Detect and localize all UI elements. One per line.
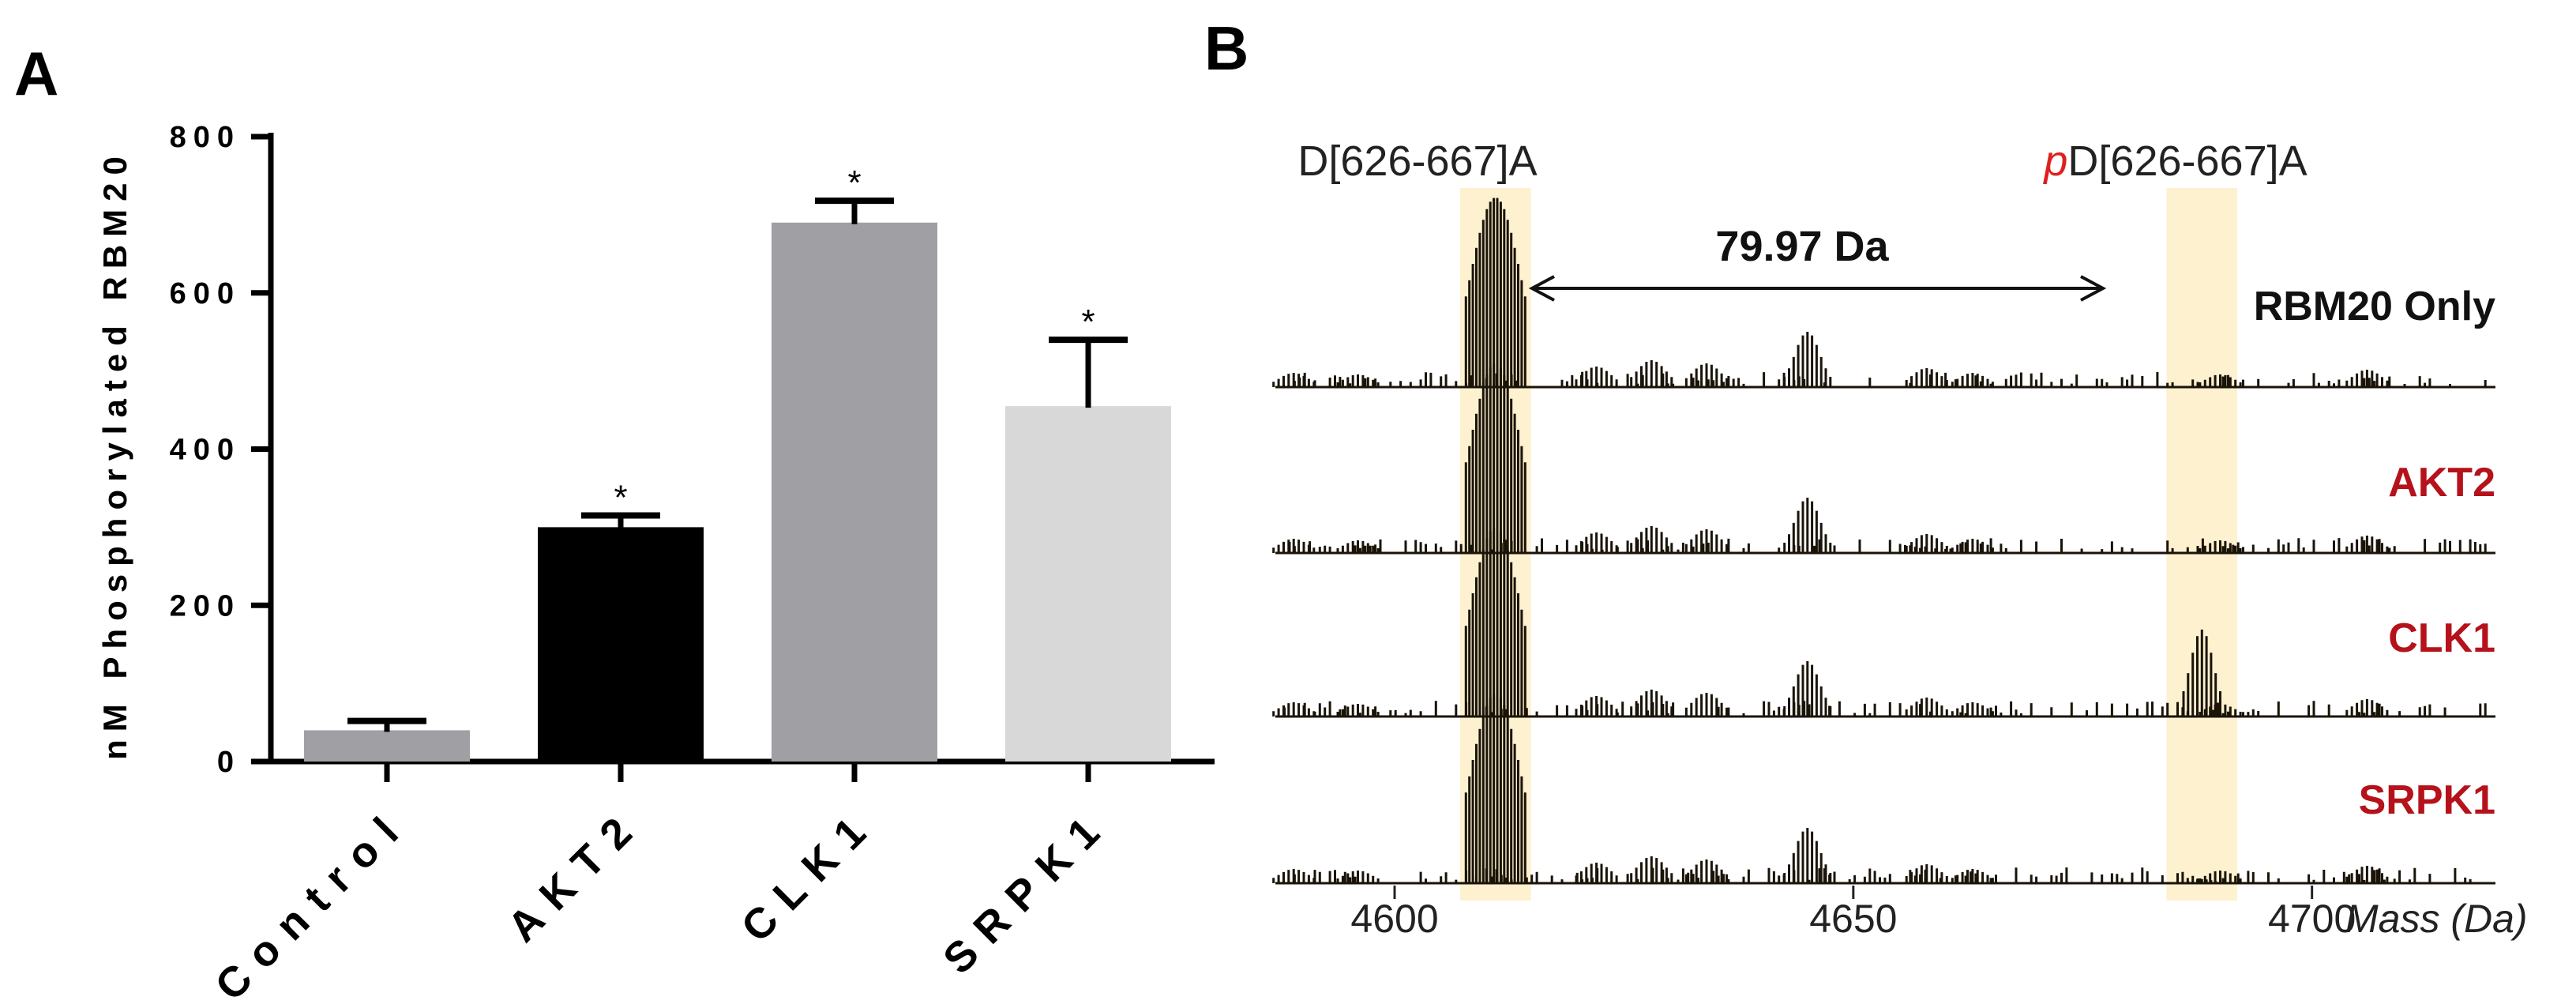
y-tick-label: 200 <box>170 589 241 622</box>
phospho-peak-label: pD[626-667]A <box>2042 137 2307 185</box>
bar-akt2 <box>538 527 704 762</box>
y-tick-label: 800 <box>170 121 241 154</box>
bar-control <box>304 730 470 762</box>
trace-label: AKT2 <box>2388 460 2495 506</box>
bars: * * * <box>304 164 1171 762</box>
bar-srpk1 <box>1005 406 1171 762</box>
trace-label: CLK1 <box>2388 615 2495 661</box>
mass-shift-label: 79.97 Da <box>1715 223 1889 270</box>
mass-tick-label: 4700 <box>2268 897 2356 941</box>
mass-tick-label: 4650 <box>1809 897 1897 941</box>
x-tick-label: Control <box>206 799 417 1008</box>
phospho-prefix: p <box>2042 137 2067 185</box>
trace-label: RBM20 Only <box>2254 284 2495 329</box>
highlight-bands <box>1459 188 2238 901</box>
highlight-band <box>1459 188 1531 901</box>
y-tick-label: 600 <box>170 277 241 310</box>
trace-label: SRPK1 <box>2359 777 2495 823</box>
trace-labels: RBM20 Only AKT2 CLK1 SRPK1 <box>2254 284 2495 823</box>
panel-b-letter: B <box>1204 13 1249 83</box>
y-ticks: 0 200 400 600 800 <box>170 121 271 779</box>
mass-tick-label: 4600 <box>1350 897 1438 941</box>
spectrum-traces <box>1272 197 2495 885</box>
unmodified-peak-label: D[626-667]A <box>1297 137 1537 185</box>
x-tick-label: CLK1 <box>732 799 884 951</box>
spectrum-trace-srpk1 <box>1272 694 2495 885</box>
phospho-peak-name: D[626-667]A <box>2067 137 2307 185</box>
mass-axis-title: Mass (Da) <box>2345 897 2528 941</box>
x-tick-label: SRPK1 <box>934 799 1118 983</box>
y-tick-label: 0 <box>217 746 241 779</box>
mass-shift-arrow <box>1528 275 2107 302</box>
bar-clk1 <box>772 222 937 762</box>
x-tick-label: AKT2 <box>498 799 651 951</box>
significance-marker: * <box>1081 303 1095 341</box>
significance-marker: * <box>847 164 861 202</box>
significance-marker: * <box>614 479 627 517</box>
spectrum-trace-akt2 <box>1272 363 2495 555</box>
panel-a-letter: A <box>14 39 58 108</box>
y-axis-label: nM Phosphorylated RBM20 <box>96 149 133 760</box>
mass-axis: 4600 4650 4700 <box>1350 886 2356 941</box>
x-ticks: Control AKT2 CLK1 SRPK1 <box>206 762 1118 1008</box>
y-tick-label: 400 <box>170 434 241 467</box>
spectrum-trace-rbm20-only <box>1272 197 2495 389</box>
spectrum-trace-clk1 <box>1272 527 2495 718</box>
mass-spectra: D[626-667]A pD[626-667]A 79.97 Da RBM20 … <box>1272 137 2528 941</box>
